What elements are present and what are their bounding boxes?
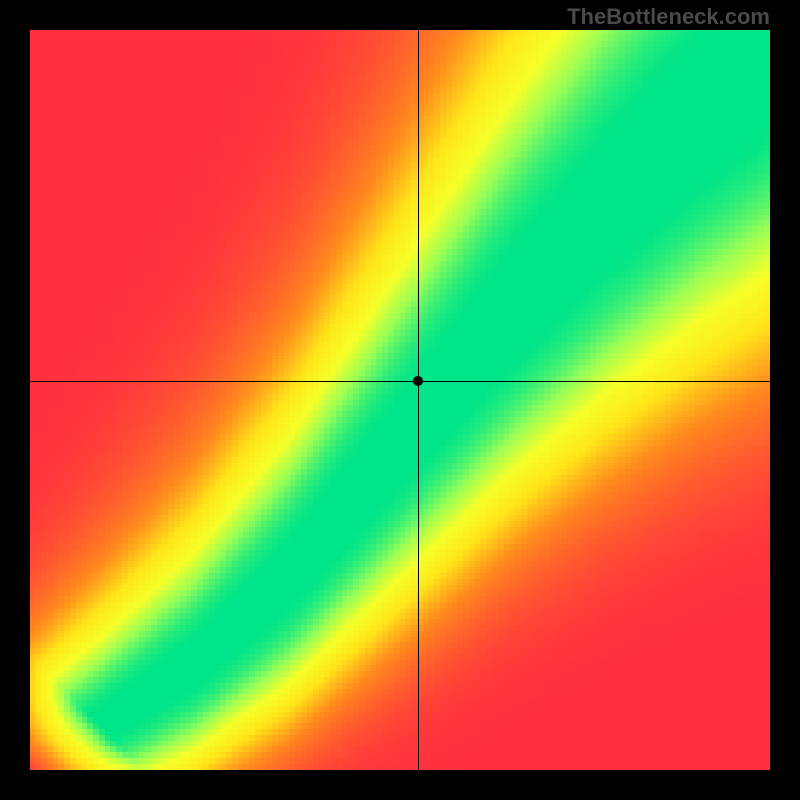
chart-frame: TheBottleneck.com	[0, 0, 800, 800]
watermark-text: TheBottleneck.com	[567, 4, 770, 30]
bottleneck-heatmap	[30, 30, 770, 770]
